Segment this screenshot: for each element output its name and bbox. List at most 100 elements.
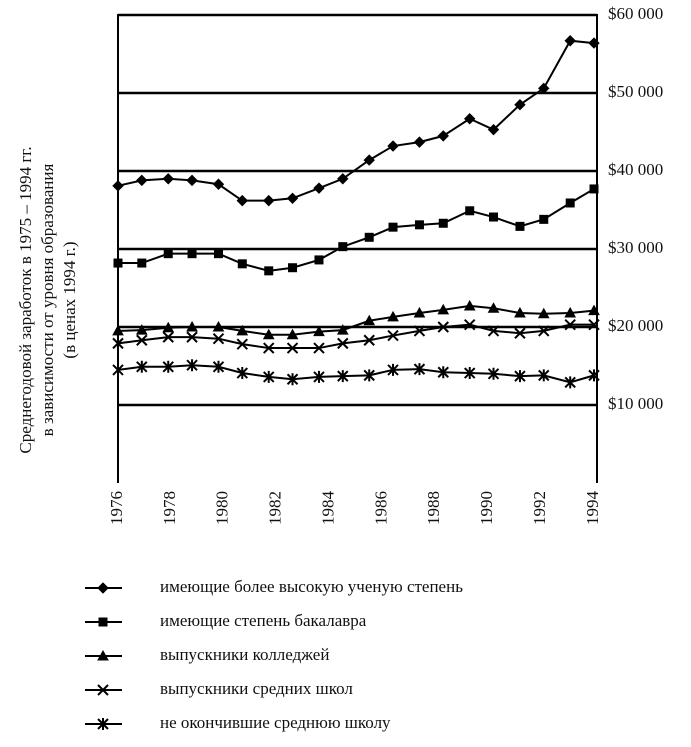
- marker: [337, 370, 349, 383]
- marker: [212, 332, 225, 345]
- marker: [212, 178, 225, 190]
- marker: [437, 321, 449, 333]
- x-tick-label: 1994: [583, 491, 602, 526]
- marker: [538, 369, 550, 382]
- marker: [112, 324, 124, 336]
- marker: [236, 367, 248, 380]
- marker: [514, 306, 526, 318]
- series-line: [117, 364, 595, 384]
- marker: [136, 360, 148, 373]
- marker: [465, 206, 475, 216]
- marker: [337, 337, 349, 350]
- marker: [98, 617, 108, 627]
- marker: [137, 258, 147, 268]
- marker: [487, 367, 500, 380]
- marker: [538, 82, 550, 95]
- legend-label: не окончившие среднюю школу: [160, 713, 391, 732]
- series: [112, 318, 600, 354]
- marker: [564, 306, 577, 318]
- series: [113, 184, 599, 276]
- marker: [187, 249, 197, 259]
- marker: [264, 266, 274, 276]
- marker: [464, 367, 476, 380]
- marker: [487, 123, 500, 136]
- marker: [588, 304, 600, 316]
- marker: [162, 331, 174, 343]
- x-tick-label: 1978: [160, 491, 179, 525]
- marker: [438, 218, 448, 228]
- marker: [213, 249, 223, 259]
- x-tick-label: 1988: [424, 491, 443, 525]
- marker: [97, 718, 109, 730]
- legend-label: имеющие более высокую ученую степень: [160, 577, 463, 596]
- marker: [514, 370, 526, 383]
- marker: [387, 329, 399, 342]
- marker: [363, 154, 375, 166]
- marker: [588, 369, 600, 382]
- marker: [262, 328, 275, 340]
- marker: [338, 242, 348, 252]
- series: [112, 359, 600, 389]
- marker: [463, 299, 476, 311]
- marker: [113, 258, 123, 268]
- legend-label: выпускники колледжей: [160, 645, 329, 664]
- marker: [97, 649, 109, 661]
- marker: [313, 325, 325, 337]
- series: [112, 35, 600, 207]
- y-tick-label: $30 000: [608, 238, 663, 257]
- marker: [413, 325, 426, 337]
- marker: [288, 263, 298, 273]
- x-tick-label: 1976: [107, 491, 126, 525]
- marker: [538, 325, 550, 337]
- marker: [313, 370, 325, 383]
- marker: [186, 359, 198, 372]
- marker: [565, 198, 575, 208]
- marker: [97, 684, 109, 696]
- y-tick-label: $60 000: [608, 4, 663, 23]
- x-tick-label: 1984: [318, 491, 337, 526]
- marker: [515, 221, 525, 231]
- series: [112, 299, 600, 340]
- marker: [413, 306, 426, 318]
- marker: [437, 303, 450, 315]
- legend-label: имеющие степень бакалавра: [160, 611, 367, 630]
- marker: [97, 582, 109, 594]
- marker: [387, 363, 399, 376]
- marker: [413, 136, 426, 148]
- marker: [136, 334, 148, 346]
- y-axis-title: (в ценах 1994 г.): [60, 241, 79, 358]
- marker: [588, 318, 600, 331]
- marker: [286, 192, 299, 205]
- marker: [112, 180, 124, 192]
- marker: [162, 173, 174, 185]
- x-tick-label: 1980: [213, 491, 232, 525]
- marker: [236, 338, 248, 350]
- marker: [186, 174, 198, 187]
- series-line: [117, 304, 595, 336]
- marker: [363, 334, 375, 346]
- marker: [186, 320, 198, 332]
- marker: [589, 184, 599, 194]
- marker: [539, 214, 549, 224]
- marker: [337, 173, 349, 185]
- y-tick-label: $20 000: [608, 316, 663, 335]
- marker: [564, 318, 576, 331]
- marker: [163, 249, 173, 259]
- y-axis-title: в зависимости от уровня образования: [38, 164, 57, 437]
- marker: [135, 324, 148, 335]
- marker: [364, 232, 374, 242]
- marker: [588, 37, 600, 49]
- y-tick-label: $50 000: [608, 82, 663, 101]
- marker: [236, 194, 248, 207]
- marker: [263, 342, 275, 354]
- marker: [514, 98, 526, 111]
- marker: [363, 314, 376, 326]
- marker: [564, 35, 576, 47]
- marker: [186, 331, 198, 343]
- marker: [336, 324, 349, 335]
- marker: [286, 328, 299, 340]
- marker: [112, 363, 124, 376]
- marker: [387, 310, 399, 322]
- x-tick-label: 1986: [371, 491, 390, 525]
